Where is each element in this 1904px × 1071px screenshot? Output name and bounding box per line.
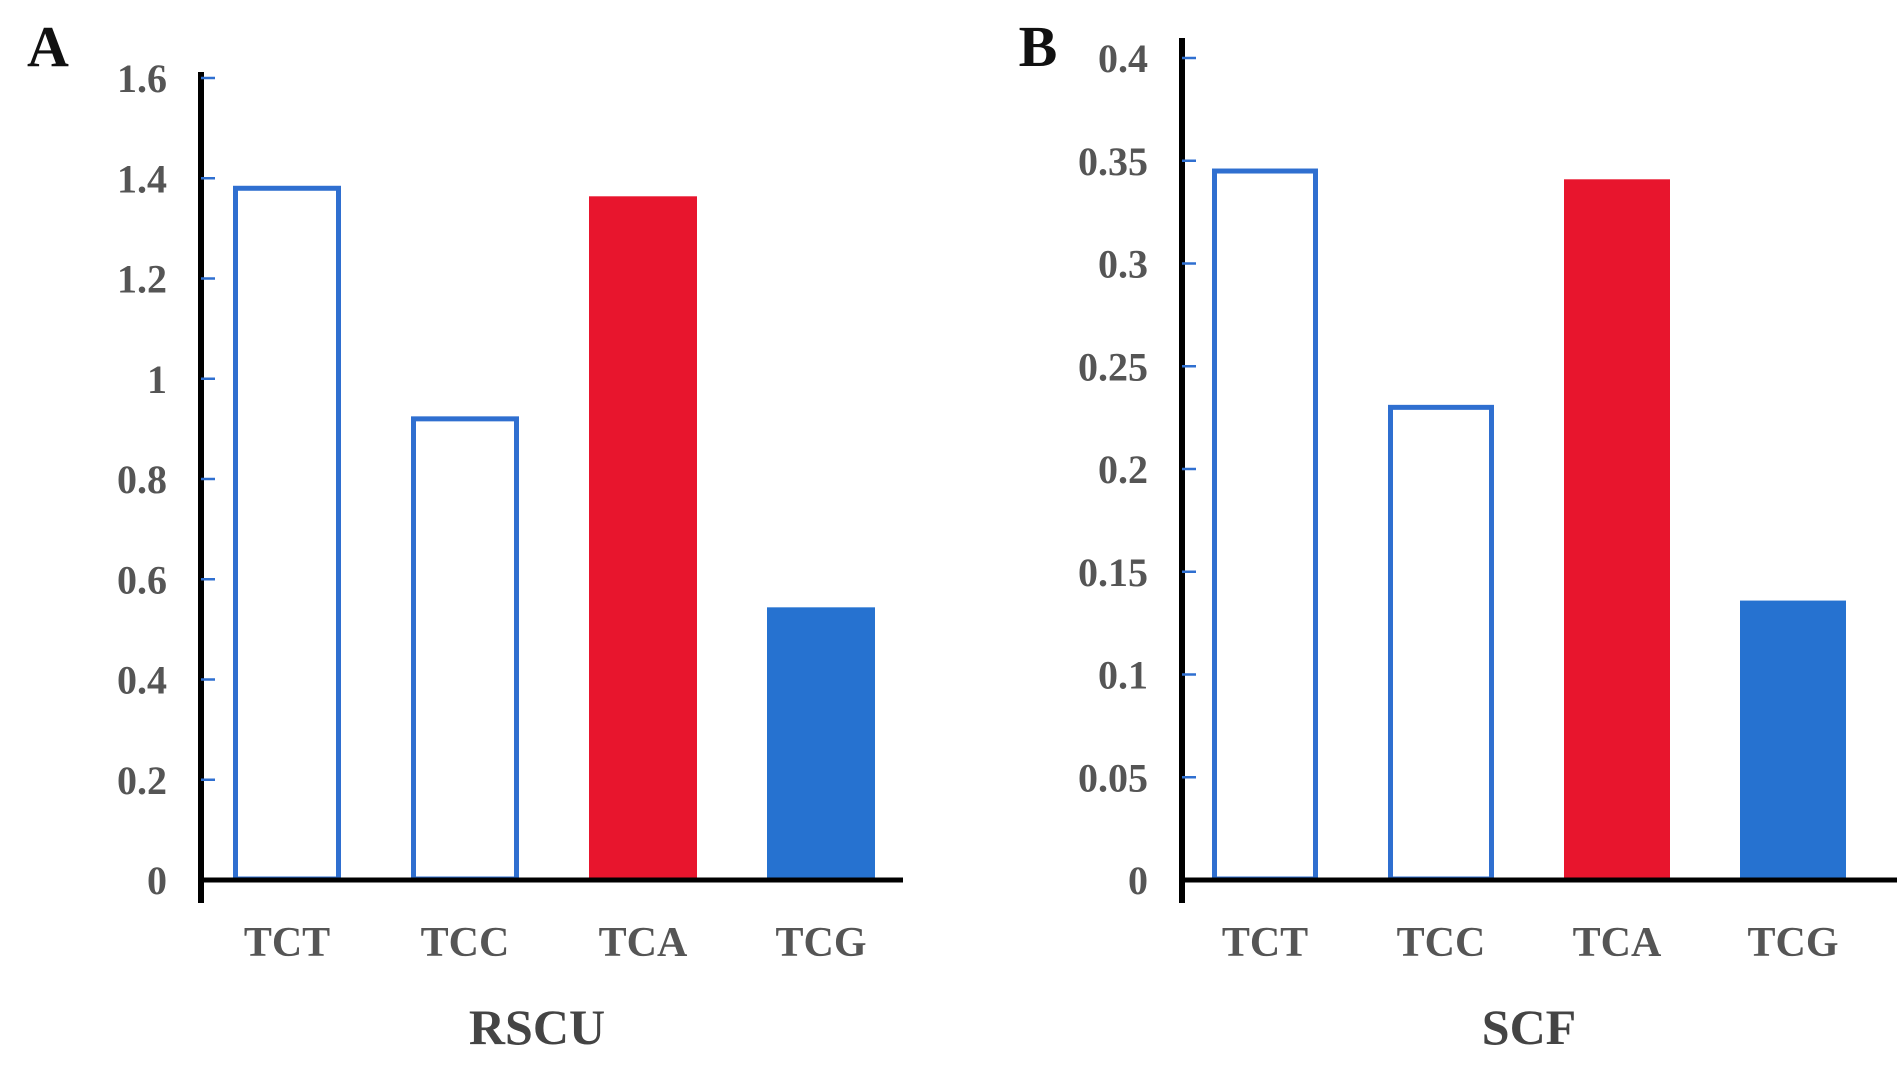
y-tick-label: 1 xyxy=(147,357,167,402)
panel-a: A TCT TCC TCA TCG 0 0.2 0.4 0.6 0.8 1 1.2 1.4 1.6 RSCU xyxy=(27,14,903,1055)
y-tick-label: 0.8 xyxy=(117,457,167,502)
y-tick-label: 0.2 xyxy=(117,758,167,803)
x-tick-label: TCG xyxy=(775,920,866,966)
bar-tct xyxy=(233,185,341,882)
x-tick-label: TCC xyxy=(421,920,510,966)
y-tick-label: 0.4 xyxy=(117,658,167,703)
y-tick-label: 1.6 xyxy=(117,56,167,101)
x-axis-title: SCF xyxy=(1482,999,1576,1055)
x-tick-label: TCA xyxy=(599,920,688,966)
x-tick-label: TCC xyxy=(1397,920,1486,966)
x-tick-label: TCA xyxy=(1573,920,1662,966)
y-tick-label: 1.2 xyxy=(117,257,167,302)
panel-b: B TCT TCC TCA TCG 0 0.05 0.1 0.15 0.2 0.25 0.3 0.35 0… xyxy=(1019,14,1897,1055)
y-tick-label: 0.1 xyxy=(1098,653,1148,698)
x-tick-label: TCT xyxy=(244,920,330,966)
x-tick-label: TCT xyxy=(1222,920,1308,966)
bar-tcc xyxy=(411,416,519,882)
y-tick-label: 0.15 xyxy=(1078,550,1148,595)
y-tick-label: 0.6 xyxy=(117,557,167,602)
x-axis-title: RSCU xyxy=(469,999,605,1055)
bar-tcg xyxy=(767,607,875,880)
x-tick-label: TCG xyxy=(1747,920,1838,966)
y-tick-label: 1.4 xyxy=(117,156,167,201)
bar-tcc xyxy=(1388,404,1494,882)
bar-tca xyxy=(1564,179,1670,881)
y-tick-label: 0.3 xyxy=(1098,242,1148,287)
y-tick-label: 0.2 xyxy=(1098,447,1148,492)
bar-tcg xyxy=(1740,600,1846,880)
y-tick-label: 0 xyxy=(147,858,167,903)
y-tick-label: 0.4 xyxy=(1098,36,1148,81)
bar-tca xyxy=(589,196,697,881)
y-tick-label: 0.35 xyxy=(1078,139,1148,184)
panel-letter-a: A xyxy=(27,14,69,79)
panel-letter-b: B xyxy=(1019,14,1058,79)
y-tick-label: 0 xyxy=(1128,858,1148,903)
y-tick-label: 0.25 xyxy=(1078,344,1148,389)
y-tick-label: 0.05 xyxy=(1078,755,1148,800)
bar-tct xyxy=(1212,168,1318,882)
